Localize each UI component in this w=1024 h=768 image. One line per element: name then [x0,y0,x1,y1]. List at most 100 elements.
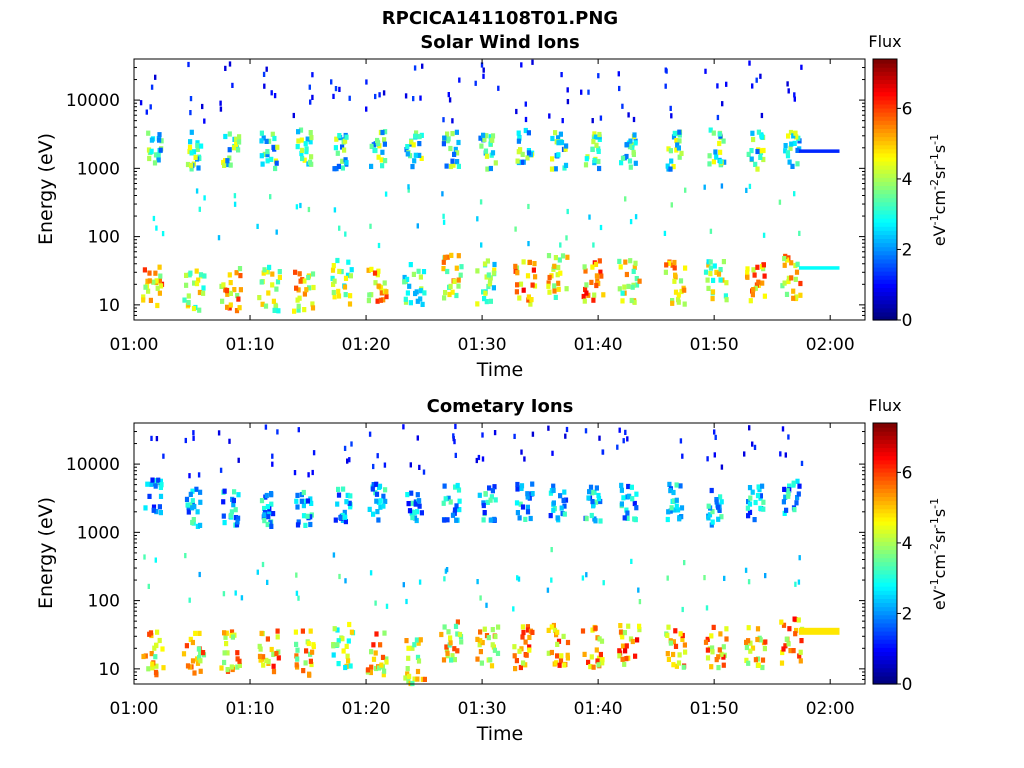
flux-cell [488,657,493,663]
flux-cell [188,139,193,145]
flux-cell [372,270,378,276]
colorbar-step [873,95,897,101]
steady-band [798,627,840,635]
flux-cell [628,138,633,144]
flux-cell [621,103,624,109]
flux-cell [663,269,668,275]
flux-cell [781,622,787,628]
flux-cell [403,299,409,305]
x-tick-label: 01:40 [574,335,623,355]
flux-cell [228,438,231,444]
flux-cell [666,146,671,152]
colorbar-step [873,209,897,215]
flux-cell [414,130,419,136]
flux-cell [557,662,562,668]
flux-cell [672,278,677,284]
flux-cell [154,74,157,80]
flux-cell [677,138,682,144]
flux-cell [783,643,788,649]
flux-cell [416,658,422,664]
colorbar-step [873,185,897,191]
flux-cell [342,509,347,515]
flux-cell [634,491,639,497]
flux-cell [599,224,603,231]
flux-cell [194,486,199,492]
flux-cell [452,278,457,284]
flux-cell [596,148,601,154]
flux-cell [371,511,376,517]
flux-cell [526,294,531,300]
flux-cell [384,294,389,300]
flux-cell [760,112,764,119]
colorbar-step [873,266,897,272]
flux-cell [594,142,599,148]
colorbar-step [873,128,897,134]
y-tick-label: 1000 [77,523,120,543]
flux-cell [762,293,767,299]
flux-cell [581,575,585,581]
flux-cell [634,282,640,288]
flux-cell [225,291,230,297]
flux-cell [752,517,757,523]
flux-cell [269,501,274,507]
flux-cell [554,660,559,666]
flux-cell [158,493,164,499]
flux-cell [594,282,599,289]
flux-cell [371,642,376,648]
flux-cell [680,636,685,642]
flux-cell [525,624,530,630]
flux-cell [190,505,195,511]
flux-cell [142,267,147,273]
flux-cell [786,81,789,87]
flux-cell [149,104,152,110]
flux-cell [340,165,345,171]
colorbar-step [873,201,897,207]
flux-cell [157,637,162,644]
flux-cell [588,484,594,490]
flux-cell [753,657,758,663]
flux-cell [160,646,165,652]
flux-cell [793,262,798,269]
flux-cell [788,145,793,151]
flux-cell [375,509,380,515]
flux-cell [751,287,756,293]
colorbar-step [873,116,897,121]
colorbar-step [873,242,897,248]
flux-cell [350,441,353,447]
flux-cell [405,666,410,672]
colorbar-step [873,307,897,313]
flux-cell [235,519,240,525]
flux-cell [343,519,348,525]
flux-cell [482,626,487,632]
steady-band [798,266,840,270]
flux-cell [475,656,480,662]
flux-cell [302,157,307,163]
flux-cell [346,458,349,464]
flux-cell [332,552,336,558]
flux-cell [308,139,313,145]
flux-cell [515,270,520,276]
flux-cell [377,242,381,249]
flux-cell [334,86,338,92]
flux-cell [454,503,459,509]
flux-cell [412,642,417,648]
colorbar-step [873,447,897,453]
flux-cell [633,160,638,166]
flux-cell [417,152,422,158]
flux-cell [665,632,670,638]
flux-cell [336,293,342,299]
flux-cell [683,560,686,566]
flux-cell [262,151,267,157]
flux-cell [525,504,530,510]
colorbar-step [873,537,897,542]
flux-cell [149,481,154,487]
colorbar-step [873,189,897,195]
flux-cell [670,300,675,306]
flux-cell [295,492,300,498]
flux-cell [523,516,528,522]
flux-cell [141,297,146,303]
flux-cell [412,96,415,102]
flux-cell [311,469,314,476]
flux-cell [297,295,302,301]
flux-cell [444,163,449,169]
